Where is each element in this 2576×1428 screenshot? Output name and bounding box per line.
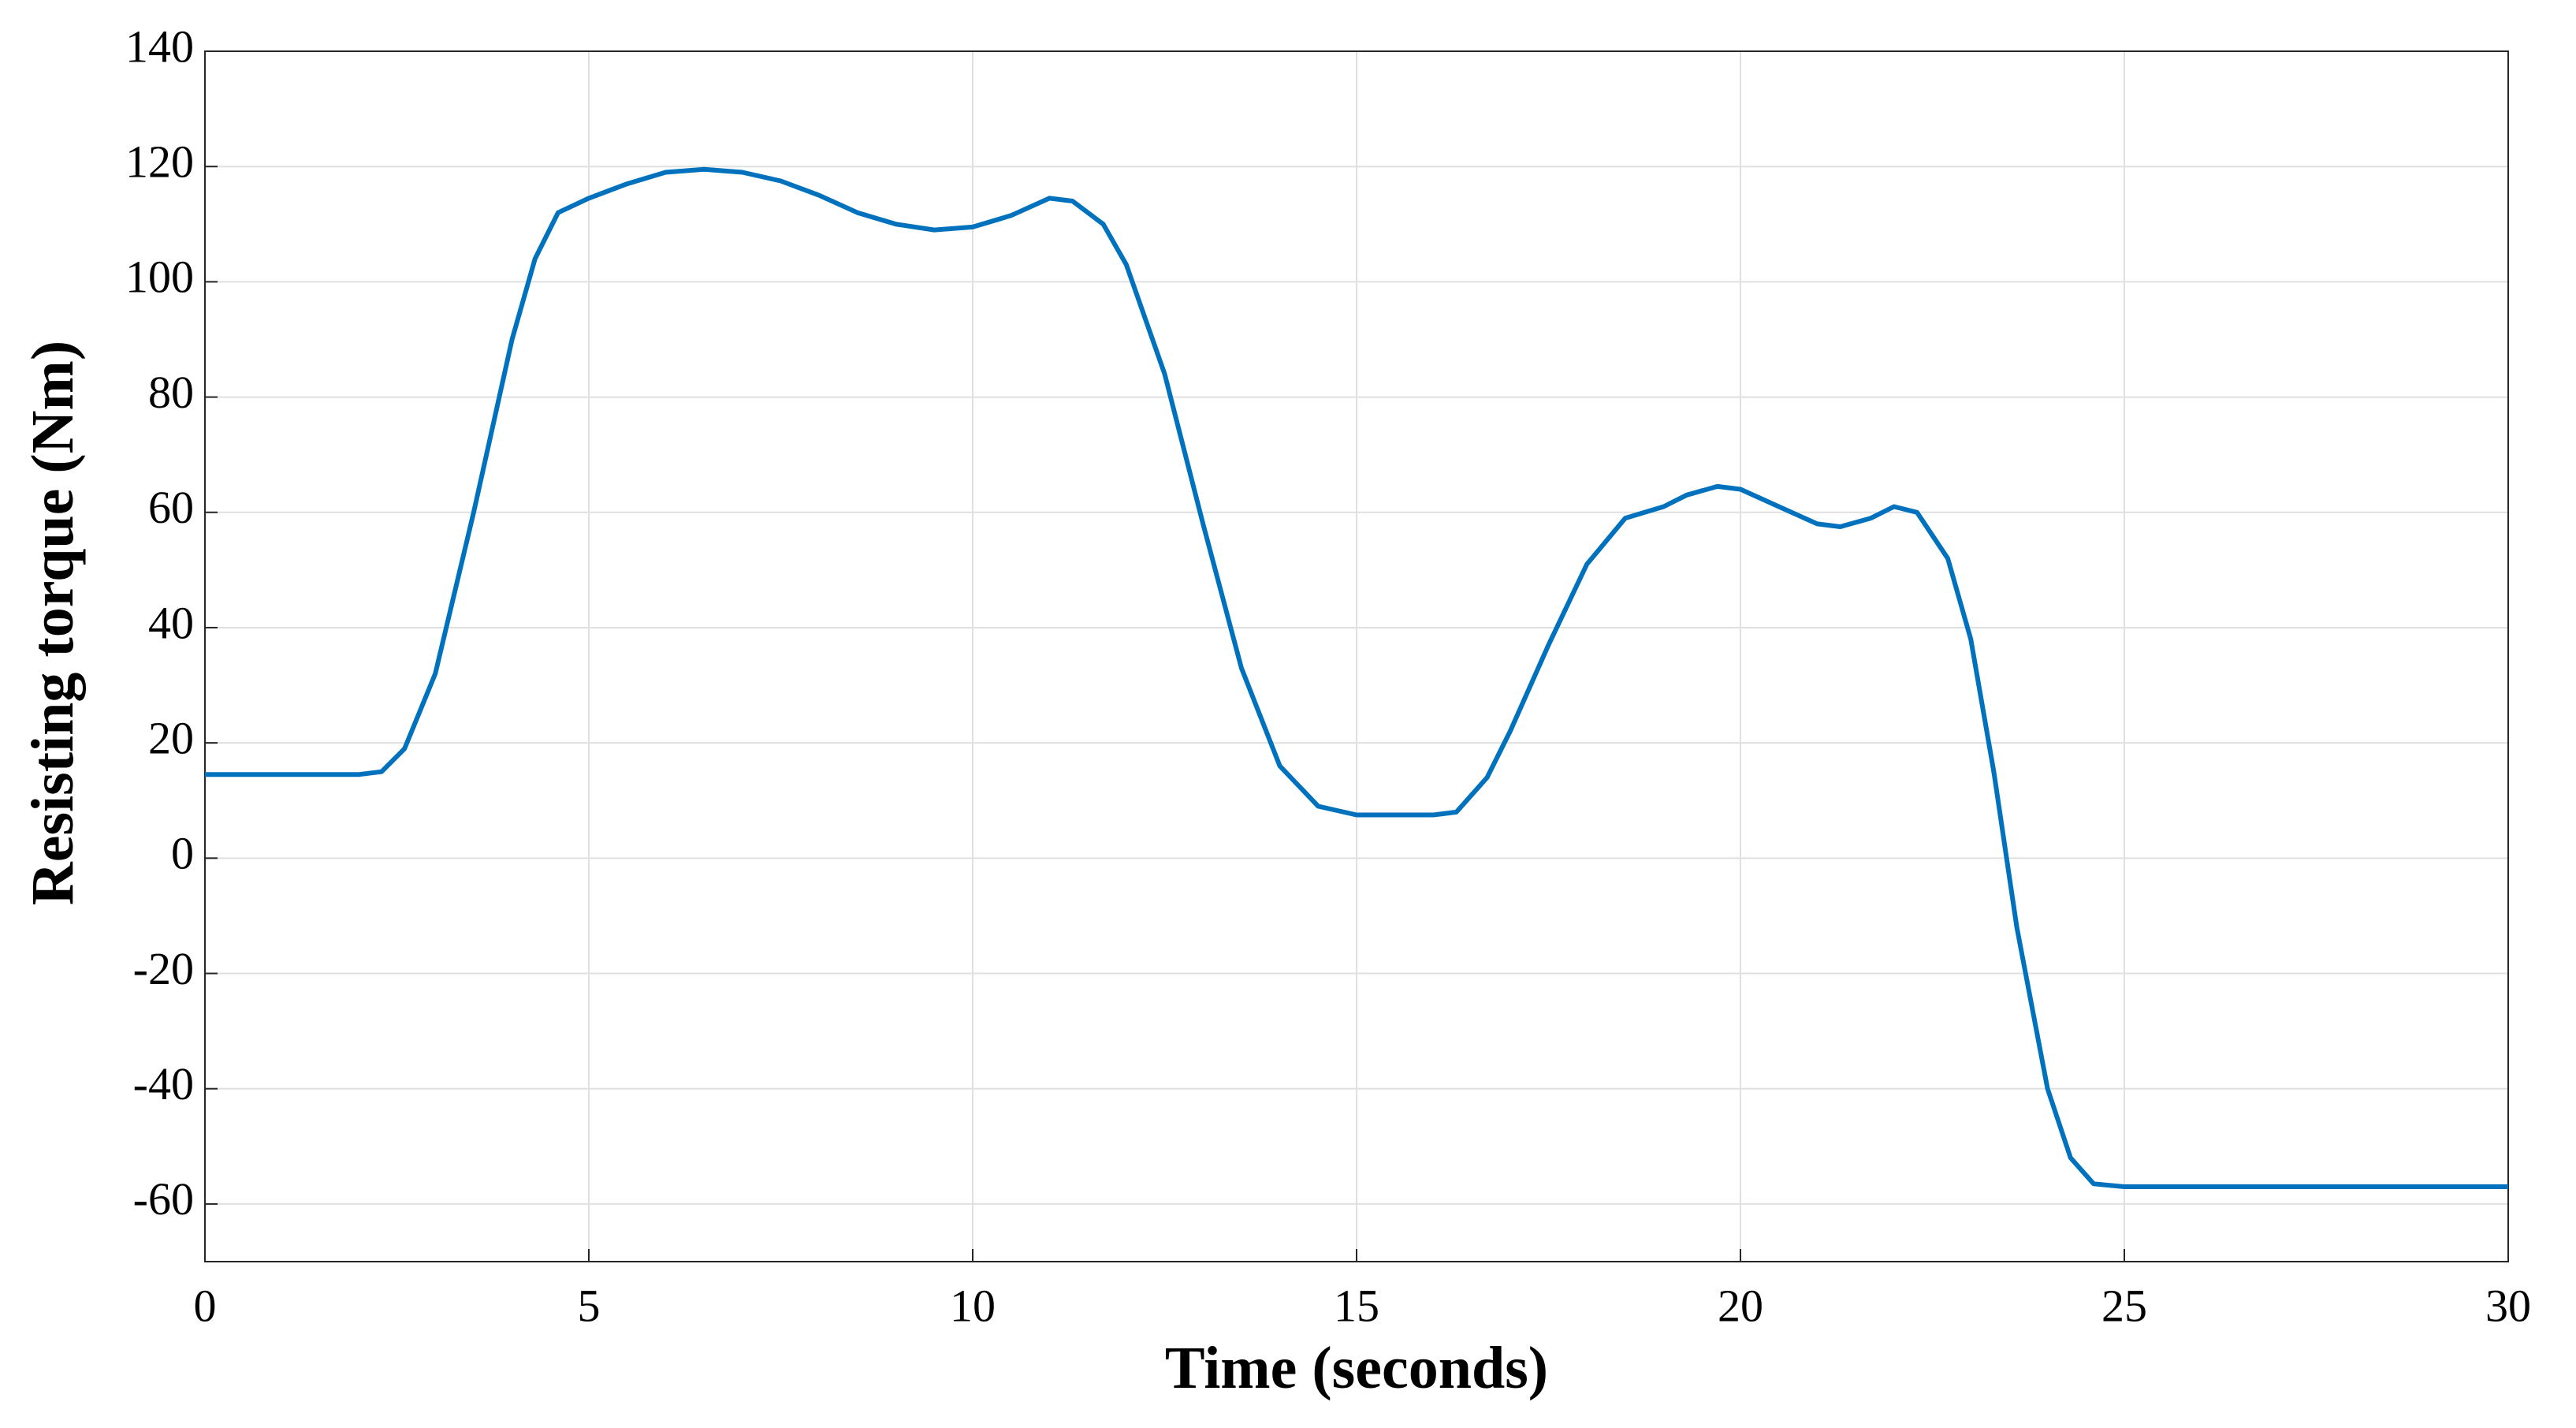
x-axis-label: Time (seconds): [1165, 1335, 1548, 1401]
y-tick-label: -40: [133, 1058, 194, 1109]
y-tick-label: 60: [148, 482, 194, 533]
y-tick-label: 80: [148, 367, 194, 418]
y-tick-label: 20: [148, 712, 194, 763]
y-tick-label: -20: [133, 943, 194, 994]
plot-frame: [204, 50, 2509, 1262]
y-tick-label: 40: [148, 597, 194, 648]
x-tick-label: 25: [2101, 1280, 2147, 1331]
y-tick-label: 120: [125, 136, 194, 188]
y-axis-label: Resisting torque (Nm): [20, 341, 86, 905]
data-line: [205, 166, 2508, 1189]
y-tick-label: -60: [133, 1173, 194, 1225]
y-tick-label: 0: [171, 828, 194, 879]
x-tick-label: 30: [2485, 1280, 2531, 1331]
y-tick-label: 140: [125, 21, 194, 72]
x-tick-label: 15: [1334, 1280, 1379, 1331]
y-tick-label: 100: [125, 252, 194, 303]
x-tick-label: 0: [194, 1280, 217, 1331]
x-tick-label: 5: [578, 1280, 601, 1331]
x-tick-label: 20: [1718, 1280, 1763, 1331]
x-tick-label: 10: [950, 1280, 996, 1331]
